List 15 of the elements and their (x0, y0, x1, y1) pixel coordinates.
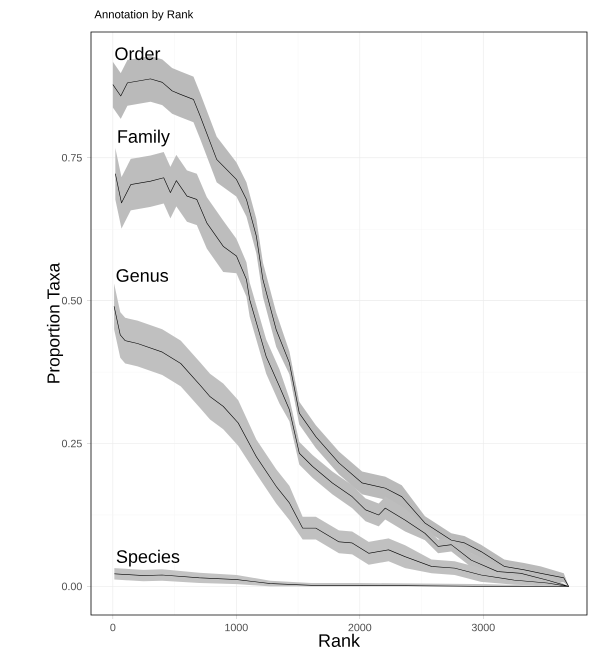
x-axis-title: Rank (319, 634, 360, 647)
y-tick-label: 0.50 (62, 296, 82, 304)
chart-title: Annotation by Rank (94, 10, 194, 21)
series-label: Order (115, 46, 160, 60)
y-tick-label: 0.00 (62, 582, 82, 590)
x-tick-label: 3000 (472, 624, 495, 632)
x-tick-label: 2000 (348, 624, 372, 632)
y-tick-label: 0.75 (62, 154, 82, 162)
series-label: Genus (116, 269, 168, 282)
y-axis-title: Proportion Taxa (46, 262, 64, 383)
x-tick-label: 0 (110, 624, 116, 632)
y-tick-label: 0.25 (62, 440, 82, 448)
series-label: Family (118, 130, 170, 146)
x-tick-label: 1000 (225, 624, 248, 632)
series-label: Species (116, 550, 180, 567)
